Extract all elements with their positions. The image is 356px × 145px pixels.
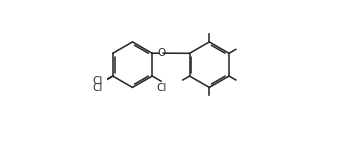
Text: Cl: Cl (93, 76, 103, 86)
Text: Cl: Cl (156, 83, 166, 93)
Text: Cl: Cl (93, 83, 103, 93)
Text: O: O (157, 48, 165, 58)
